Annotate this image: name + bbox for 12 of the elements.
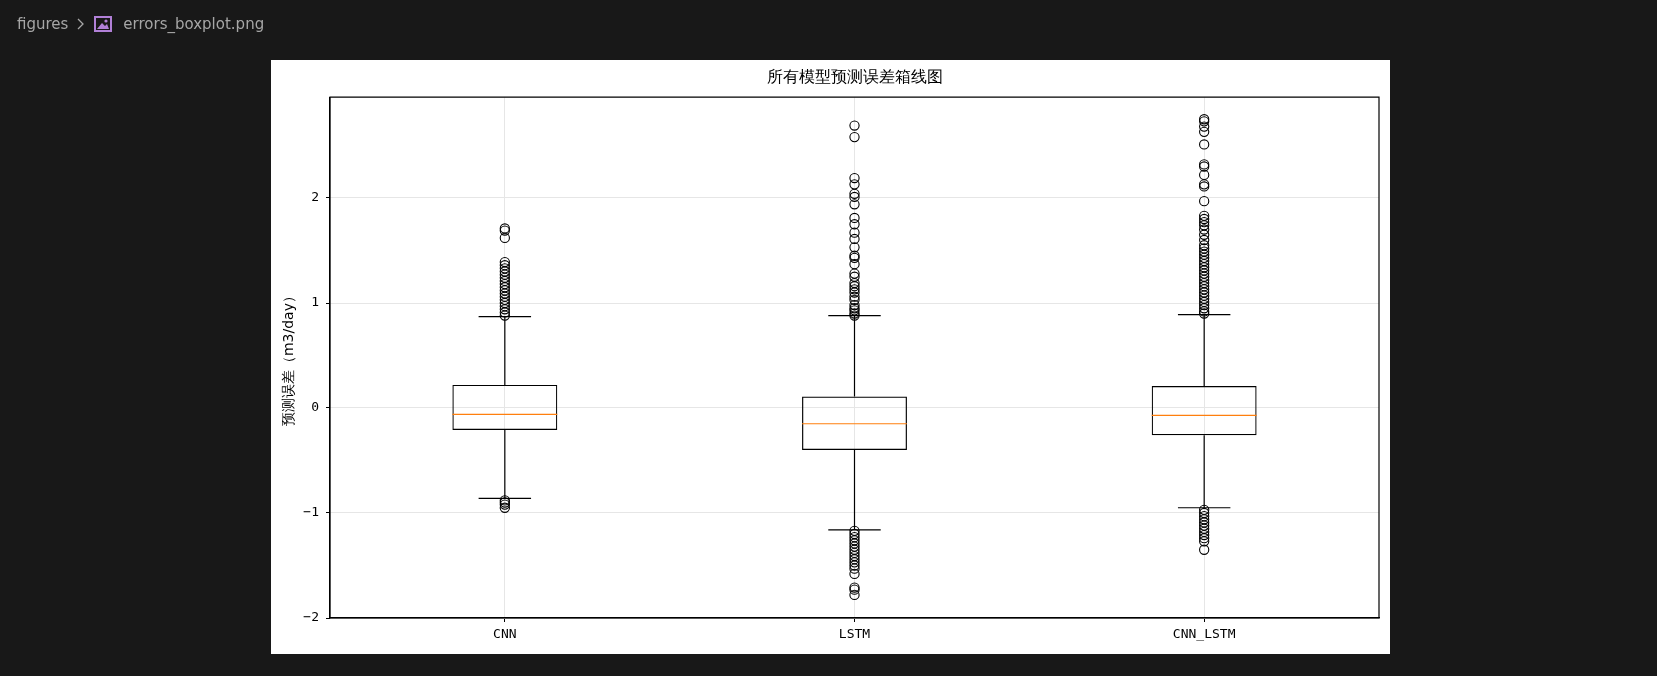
y-tick-label: 1 <box>311 294 319 310</box>
text: figures <box>17 15 69 33</box>
text: errors_boxplot.png <box>123 15 265 33</box>
y-tick-label: −1 <box>303 504 319 520</box>
chart-title: 所有模型预测误差箱线图 <box>766 66 943 86</box>
x-tick-label: CNN_LSTM <box>1172 626 1236 642</box>
y-axis-title: 预测误差（m3/day） <box>280 289 297 427</box>
x-tick-label: CNN <box>493 626 517 642</box>
y-tick-label: 0 <box>311 399 319 415</box>
x-tick-label: LSTM <box>838 626 871 642</box>
y-tick-label: 2 <box>311 189 319 205</box>
y-tick-label: −2 <box>303 609 319 625</box>
